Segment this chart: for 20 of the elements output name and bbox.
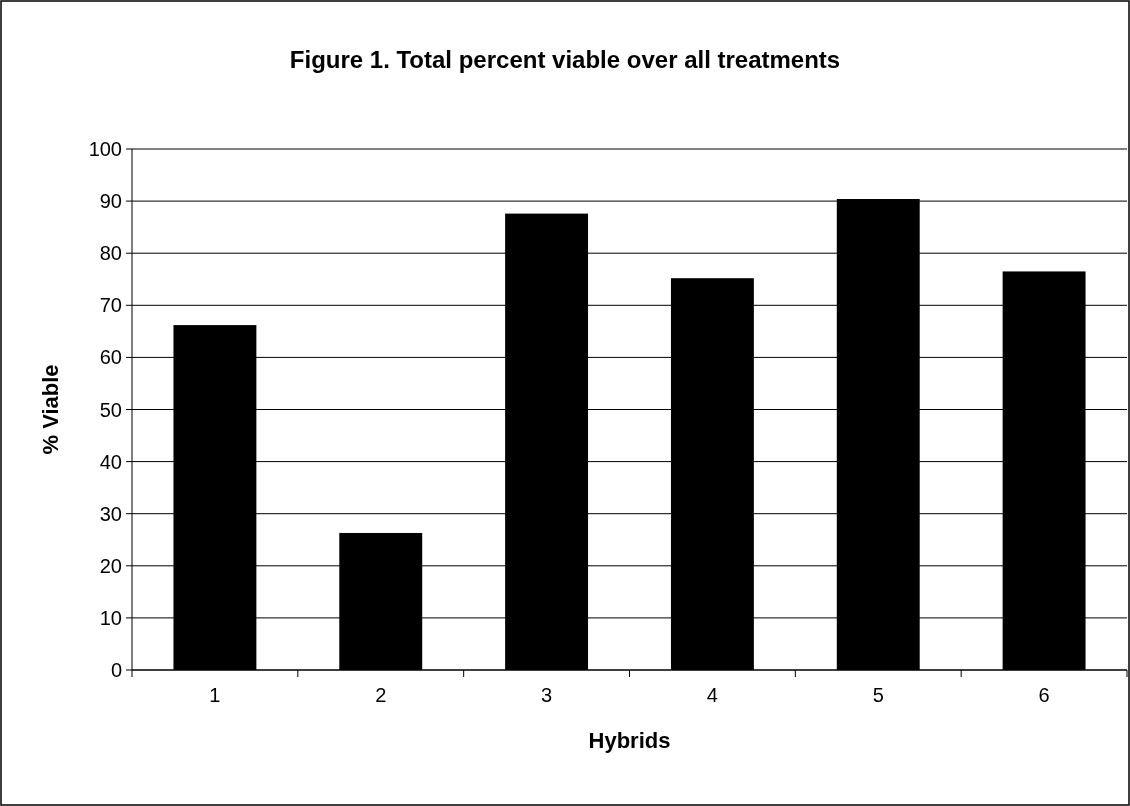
y-tick-label: 0 (110, 659, 122, 681)
y-tick-label: 70 (99, 294, 122, 317)
x-tick-label: 2 (375, 684, 387, 706)
y-tick-label: 100 (88, 138, 122, 160)
y-tick-label: 10 (99, 606, 122, 629)
y-tick-label: 90 (99, 190, 122, 213)
y-axis-title: % Viable (38, 364, 63, 455)
x-tick-label: 1 (209, 684, 221, 706)
chart-title: Figure 1. Total percent viable over all treatments (289, 46, 841, 73)
y-tick-label: 60 (99, 346, 122, 369)
y-tick-label: 80 (99, 242, 122, 265)
x-tick-label: 5 (872, 684, 884, 706)
y-tick-label: 20 (99, 554, 122, 577)
x-tick-label: 4 (706, 684, 718, 706)
y-tick-label: 30 (99, 502, 122, 525)
y-tick-label: 50 (99, 398, 122, 421)
x-tick-label: 3 (541, 684, 553, 706)
y-tick-label: 40 (99, 450, 122, 473)
x-tick-label: 6 (1038, 684, 1050, 706)
x-axis-title: Hybrids (588, 728, 671, 753)
